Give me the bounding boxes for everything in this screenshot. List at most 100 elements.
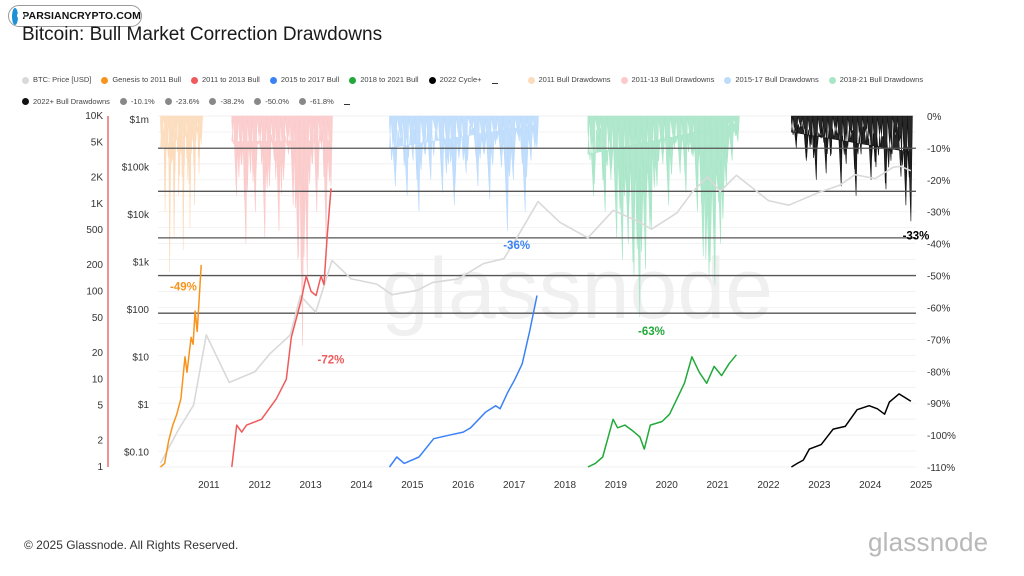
y-tick-label-inner: $10 — [132, 353, 149, 364]
legend-dot-icon — [349, 76, 357, 84]
legend-dot-icon — [620, 76, 628, 84]
site-badge-text: PARSIANCRYPTO.COM — [22, 10, 141, 22]
y-tick-label-right: 0% — [927, 112, 942, 123]
x-tick-label: 2017 — [503, 480, 526, 491]
btc-price-line — [159, 165, 912, 464]
y-tick-label-outer: 100 — [86, 287, 103, 298]
y-tick-label-right: -50% — [927, 272, 950, 283]
drawdown-area — [389, 115, 539, 231]
legend-item[interactable]: -50.0% — [254, 92, 289, 112]
drawdown-area — [231, 115, 333, 346]
y-tick-label-outer: 1K — [91, 199, 104, 210]
y-tick-label-right: -10% — [927, 144, 950, 155]
y-tick-label-inner: $0.10 — [124, 448, 149, 459]
y-tick-label-outer: 2K — [91, 172, 104, 183]
parsiancrypto-logo-icon — [12, 7, 25, 25]
legend-label: 2022 Cycle+ — [439, 75, 482, 84]
y-tick-label-outer: 20 — [92, 348, 104, 359]
legend-item[interactable]: 2022+ Bull Drawdowns — [22, 92, 110, 112]
y-tick-label-inner: $10k — [127, 210, 150, 221]
y-tick-label-right: -80% — [927, 367, 950, 378]
legend-item[interactable]: 2011 Bull Drawdowns — [527, 70, 611, 90]
x-tick-label: 2021 — [706, 480, 729, 491]
legend-dash-icon — [343, 104, 350, 105]
site-badge: PARSIANCRYPTO.COM — [8, 5, 142, 27]
legend-dot-icon — [22, 98, 29, 105]
x-tick-label: 2013 — [299, 480, 322, 491]
cycle-line — [388, 295, 538, 468]
x-tick-label: 2012 — [249, 480, 272, 491]
y-tick-label-outer: 5K — [91, 137, 104, 148]
x-tick-label: 2019 — [605, 480, 628, 491]
legend-item[interactable]: 2015 to 2017 Bull — [269, 70, 339, 90]
legend-dot-icon — [191, 76, 198, 84]
chart-legend: BTC: Price [USD] Genesis to 2011 Bull 2011… — [22, 70, 1012, 113]
legend-label: -38.2% — [220, 96, 245, 106]
legend-item[interactable] — [343, 104, 370, 105]
y-tick-label-right: -100% — [927, 431, 956, 442]
legend-item[interactable]: 2015-17 Bull Drawdowns — [724, 70, 819, 90]
legend-item[interactable]: -10.1% — [119, 92, 155, 112]
legend-dot-icon — [254, 98, 262, 105]
y-tick-label-inner: $1m — [130, 115, 149, 126]
legend-label: BTC: Price [USD] — [33, 75, 92, 84]
legend-item[interactable]: 2018-21 Bull Drawdowns — [828, 70, 924, 90]
y-tick-label-outer: 10K — [85, 111, 103, 122]
x-tick-label: 2024 — [859, 480, 882, 491]
y-tick-label-right: -30% — [927, 208, 950, 219]
glassnode-wordmark: glassnode — [868, 527, 989, 557]
x-tick-label: 2022 — [757, 480, 780, 491]
legend-item[interactable]: 2022 Cycle+ — [428, 70, 482, 90]
legend-dot-icon — [164, 98, 172, 105]
y-tick-label-right: -40% — [927, 240, 950, 251]
legend-item[interactable] — [491, 82, 518, 84]
y-tick-label-inner: $1k — [133, 257, 150, 268]
drawdown-area — [160, 115, 204, 273]
drawdown-annotation: -33% — [903, 230, 930, 242]
x-tick-label: 2015 — [401, 480, 424, 491]
x-tick-label: 2014 — [350, 480, 373, 491]
legend-label: 2011-13 Bull Drawdowns — [631, 75, 715, 84]
legend-item[interactable]: -61.8% — [298, 92, 334, 112]
legend-item[interactable]: 2011 to 2013 Bull — [191, 70, 260, 90]
legend-label: 2018 to 2021 Bull — [360, 75, 419, 84]
legend-dot-icon — [209, 98, 217, 105]
legend-label: 2011 to 2013 Bull — [202, 75, 260, 84]
y-tick-label-outer: 1 — [97, 462, 103, 473]
y-tick-label-outer: 5 — [97, 401, 103, 412]
y-tick-label-outer: 50 — [92, 313, 104, 324]
y-tick-label-outer: 200 — [86, 260, 103, 271]
drawdown-annotation: -49% — [170, 281, 197, 293]
y-tick-label-outer: 2 — [97, 436, 103, 447]
legend-dot-icon — [269, 76, 277, 84]
copyright-footer: © 2025 Glassnode. All Rights Reserved. — [24, 538, 239, 552]
legend-dot-icon — [527, 76, 535, 84]
cycle-line — [160, 265, 202, 468]
x-tick-label: 2011 — [198, 480, 220, 491]
legend-dot-icon — [428, 76, 436, 84]
y-tick-label-inner: $100 — [127, 305, 150, 316]
y-tick-label-right: -70% — [927, 335, 950, 346]
legend-label: 2011 Bull Drawdowns — [538, 75, 611, 84]
legend-label: -61.8% — [309, 96, 334, 106]
legend-item[interactable]: -38.2% — [209, 92, 244, 112]
legend-item[interactable]: Genesis to 2011 Bull — [101, 70, 181, 90]
legend-label: Genesis to 2011 Bull — [112, 75, 181, 84]
legend-dot-icon — [828, 76, 836, 84]
y-tick-label-right: -60% — [927, 303, 950, 314]
legend-item[interactable]: BTC: Price [USD] — [22, 70, 91, 90]
legend-item[interactable]: 2011-13 Bull Drawdowns — [620, 70, 715, 90]
legend-dash-icon — [491, 82, 498, 84]
legend-label: 2015-17 Bull Drawdowns — [735, 75, 819, 84]
y-tick-label-right: -110% — [927, 463, 955, 474]
x-tick-label: 2016 — [452, 480, 475, 491]
y-tick-label-outer: 500 — [86, 225, 103, 236]
x-tick-label: 2018 — [554, 480, 577, 491]
drawdown-annotation: -36% — [503, 240, 530, 252]
legend-dot-icon — [298, 98, 306, 105]
legend-dot-icon — [724, 76, 732, 84]
legend-item[interactable]: -23.6% — [164, 92, 199, 112]
legend-label: 2018-21 Bull Drawdowns — [839, 75, 924, 84]
legend-item[interactable]: 2018 to 2021 Bull — [349, 70, 419, 90]
